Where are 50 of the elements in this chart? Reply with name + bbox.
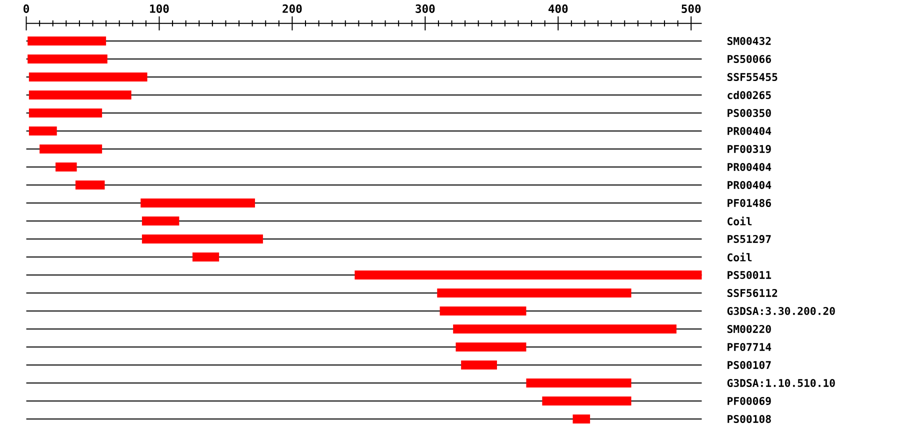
y-tick-label: PF01486 bbox=[728, 198, 771, 208]
y-tick-label: SM00220 bbox=[727, 324, 771, 334]
bar bbox=[456, 342, 526, 352]
bar bbox=[440, 306, 526, 316]
y-tick-label: Coil bbox=[728, 252, 752, 262]
bar bbox=[192, 252, 220, 262]
bar bbox=[40, 144, 102, 154]
y-tick-label: PF00319 bbox=[728, 144, 771, 154]
bar bbox=[142, 234, 263, 244]
y-tick-label: PS00108 bbox=[728, 414, 771, 424]
bar bbox=[75, 180, 105, 190]
y-tick-label: SSF56112 bbox=[727, 288, 778, 298]
bar bbox=[453, 324, 676, 334]
bar bbox=[28, 126, 57, 136]
bar bbox=[140, 198, 255, 208]
bar bbox=[437, 288, 632, 298]
y-tick-label: PS50066 bbox=[728, 54, 771, 64]
y-tick-label: PF00069 bbox=[728, 396, 771, 406]
bar bbox=[142, 216, 180, 226]
y-tick-label: PR00404 bbox=[728, 126, 772, 136]
bar bbox=[526, 378, 632, 388]
y-tick-label: G3DSA:3.30.200.20 bbox=[727, 306, 835, 316]
bar bbox=[28, 72, 148, 82]
y-tick-label: PR00404 bbox=[728, 162, 772, 172]
y-tick-label: PS00350 bbox=[728, 108, 771, 118]
y-tick-label: SSF55455 bbox=[727, 72, 778, 82]
x-tick-label: 100 bbox=[150, 4, 169, 13]
x-tick-label: 200 bbox=[282, 4, 302, 13]
bar bbox=[28, 108, 102, 118]
x-tick-label: 500 bbox=[682, 4, 701, 13]
bar bbox=[542, 396, 632, 406]
y-tick-label: G3DSA:1.10.510.10 bbox=[727, 378, 835, 388]
y-tick-label: PS50011 bbox=[728, 270, 772, 280]
x-tick-label: 300 bbox=[416, 4, 435, 13]
y-tick-label: Coil bbox=[728, 216, 752, 226]
y-tick-label: PS00107 bbox=[728, 360, 771, 370]
y-tick-label: PF07714 bbox=[728, 342, 772, 352]
y-tick-label: cd00265 bbox=[728, 90, 771, 100]
x-tick-label: 0 bbox=[24, 4, 29, 13]
bar bbox=[28, 90, 132, 100]
bar bbox=[28, 54, 108, 64]
bar bbox=[28, 36, 106, 46]
bar bbox=[461, 360, 497, 370]
bar bbox=[572, 414, 590, 424]
bar bbox=[354, 270, 702, 280]
x-tick-label: 400 bbox=[548, 4, 568, 13]
y-tick-label: SM00432 bbox=[727, 36, 771, 46]
y-tick-label: PS51297 bbox=[728, 234, 771, 244]
y-tick-label: PR00404 bbox=[728, 180, 772, 190]
bar bbox=[56, 162, 77, 172]
